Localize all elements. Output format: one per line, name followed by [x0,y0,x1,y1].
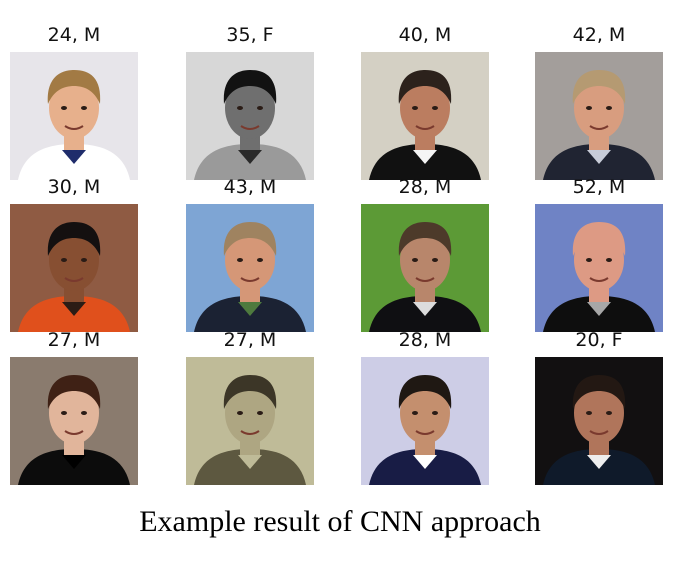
left-eye [586,411,592,415]
left-eye [237,106,243,110]
right-eye [81,258,87,262]
left-eye [237,411,243,415]
mouth [415,430,435,435]
mouth [64,125,84,130]
age-gender-label: 27, M [47,329,101,351]
age-gender-label: 42, M [572,24,626,46]
mouth [240,277,260,282]
face-photo [10,357,138,485]
face [49,77,99,139]
collar [62,455,86,469]
mouth [415,125,435,130]
age-gender-label: 20, F [575,329,623,351]
face-photo [10,52,138,180]
right-eye [432,106,438,110]
right-eye [81,106,87,110]
mouth [64,430,84,435]
face-photo [361,204,489,332]
face [574,229,624,291]
hair [398,70,452,104]
mouth [240,125,260,130]
face [400,229,450,291]
right-eye [606,106,612,110]
age-gender-label: 52, M [572,176,626,198]
hair [398,222,452,256]
collar [238,150,262,164]
age-gender-label: 28, M [398,176,452,198]
hair [223,375,277,409]
age-gender-label: 35, F [226,24,274,46]
collar [413,150,437,164]
right-eye [81,411,87,415]
face-photo [535,52,663,180]
face-photo [186,52,314,180]
face [225,77,275,139]
face [225,229,275,291]
age-gender-label: 40, M [398,24,452,46]
age-gender-label: 24, M [47,24,101,46]
collar [413,455,437,469]
face [574,77,624,139]
face [400,382,450,444]
mouth [589,430,609,435]
right-eye [257,106,263,110]
face [225,382,275,444]
collar [238,302,262,316]
face [49,229,99,291]
right-eye [606,258,612,262]
left-eye [61,411,67,415]
figure-caption: Example result of CNN approach [139,505,541,538]
age-gender-label: 43, M [223,176,277,198]
mouth [589,125,609,130]
age-gender-label: 30, M [47,176,101,198]
face-photo [10,204,138,332]
mouth [415,277,435,282]
hair [47,70,101,104]
collar [587,302,611,316]
hair [398,375,452,409]
face-photo [361,357,489,485]
right-eye [257,411,263,415]
right-eye [606,411,612,415]
hair [572,375,626,409]
left-eye [412,258,418,262]
left-eye [412,411,418,415]
left-eye [586,106,592,110]
right-eye [432,258,438,262]
left-eye [237,258,243,262]
right-eye [432,411,438,415]
face-photo [361,52,489,180]
left-eye [412,106,418,110]
left-eye [586,258,592,262]
collar [238,455,262,469]
collar [62,150,86,164]
age-gender-label: 27, M [223,329,277,351]
face-photo [535,204,663,332]
hair [572,222,626,256]
hair [47,375,101,409]
age-gender-label: 28, M [398,329,452,351]
left-eye [61,258,67,262]
face [49,382,99,444]
face [574,382,624,444]
mouth [64,277,84,282]
mouth [589,277,609,282]
face-photo [186,357,314,485]
hair [223,222,277,256]
hair [47,222,101,256]
hair [572,70,626,104]
collar [413,302,437,316]
mouth [240,430,260,435]
hair [223,70,277,104]
right-eye [257,258,263,262]
left-eye [61,106,67,110]
face [400,77,450,139]
face-photo [535,357,663,485]
collar [587,150,611,164]
collar [587,455,611,469]
face-photo [186,204,314,332]
collar [62,302,86,316]
